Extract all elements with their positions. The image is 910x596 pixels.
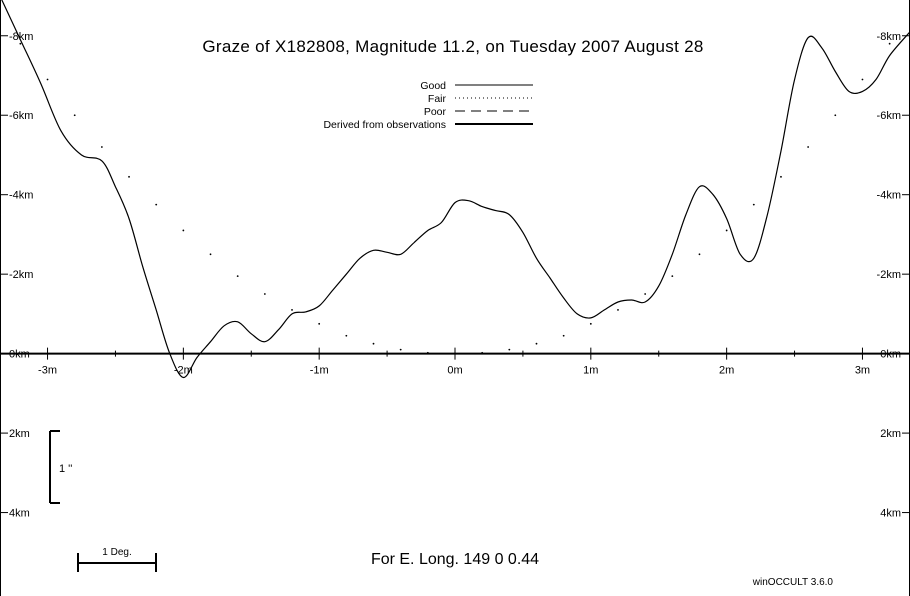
limb-point-6 [155,203,158,206]
y-tick-label-left-3: -2km [9,269,33,281]
x-tick-label-5: 2m [719,365,734,377]
limb-point-1 [19,42,22,45]
y-tick-label-left-1: -6km [9,110,33,122]
x-tick-label-6: 3m [855,365,870,377]
degree-scale-bar: 1 Deg. [77,547,157,572]
limb-point-27 [725,229,728,232]
limb-point-10 [263,293,266,295]
limb-point-4 [100,146,103,148]
y-tick-label-left-5: 2km [9,428,30,440]
arcsec-bar-label: 1 '' [59,463,72,475]
x-tick-label-0: -3m [38,365,57,377]
y-tick-label-right-4: 0km [880,349,901,361]
limb-point-8 [209,253,212,256]
y-tick-label-right-3: -2km [877,269,901,281]
legend-label-good: Good [420,80,446,92]
limb-profile-line [1,0,910,379]
legend-label-fair: Fair [428,93,447,105]
degree-bar-label: 1 Deg. [102,547,131,558]
legend: Good Fair Poor Derived from observations [323,80,533,131]
limb-point-19 [508,348,511,351]
limb-point-7 [182,229,185,232]
series-group [0,0,910,379]
limb-point-32 [861,78,864,81]
limb-point-25 [671,275,674,278]
y-tick-label-right-0: -8km [877,31,901,43]
limb-point-33 [888,42,891,45]
longitude-label: For E. Long. 149 0 0.44 [371,551,539,568]
limb-point-12 [318,322,321,325]
limb-point-3 [73,114,76,117]
y-tick-label-right-5: 2km [880,428,901,440]
chart-title: Graze of X182808, Magnitude 11.2, on Tue… [202,37,703,56]
limb-point-17 [454,352,456,355]
y-tick-label-left-6: 4km [9,508,30,520]
limb-point-14 [372,342,375,345]
limb-point-22 [589,322,592,325]
y-tick-label-right-1: -6km [877,110,901,122]
limb-point-15 [399,348,402,351]
software-label: winOCCULT 3.6.0 [752,577,834,588]
limb-point-9 [236,275,239,278]
y-tick-label-left-4: 0km [9,349,30,361]
limb-point-30 [807,146,810,148]
limb-point-2 [46,78,49,81]
limb-point-23 [617,309,619,311]
y-tick-label-left-0: -8km [9,31,33,43]
limb-point-16 [426,351,429,354]
x-tick-label-4: 1m [583,365,598,377]
limb-point-26 [698,253,701,256]
y-tick-label-left-2: -4km [9,190,33,202]
legend-label-poor: Poor [424,106,447,118]
x-tick-label-3: 0m [447,365,462,377]
legend-label-derived: Derived from observations [323,119,446,131]
limb-point-0 [0,11,1,13]
y-tick-label-right-6: 4km [880,508,901,520]
arcsec-scale-bar: 1 '' [49,430,72,504]
limb-point-5 [128,175,130,178]
limb-point-29 [780,175,782,178]
limb-point-21 [562,334,565,337]
limb-point-20 [535,342,538,345]
limb-point-11 [291,309,293,311]
x-tick-label-2: -1m [310,365,329,377]
y-tick-label-right-2: -4km [877,190,901,202]
limb-point-24 [644,293,647,295]
limb-point-31 [834,114,837,117]
limb-point-18 [481,351,484,354]
limb-point-13 [345,334,348,337]
limb-point-28 [752,203,755,206]
